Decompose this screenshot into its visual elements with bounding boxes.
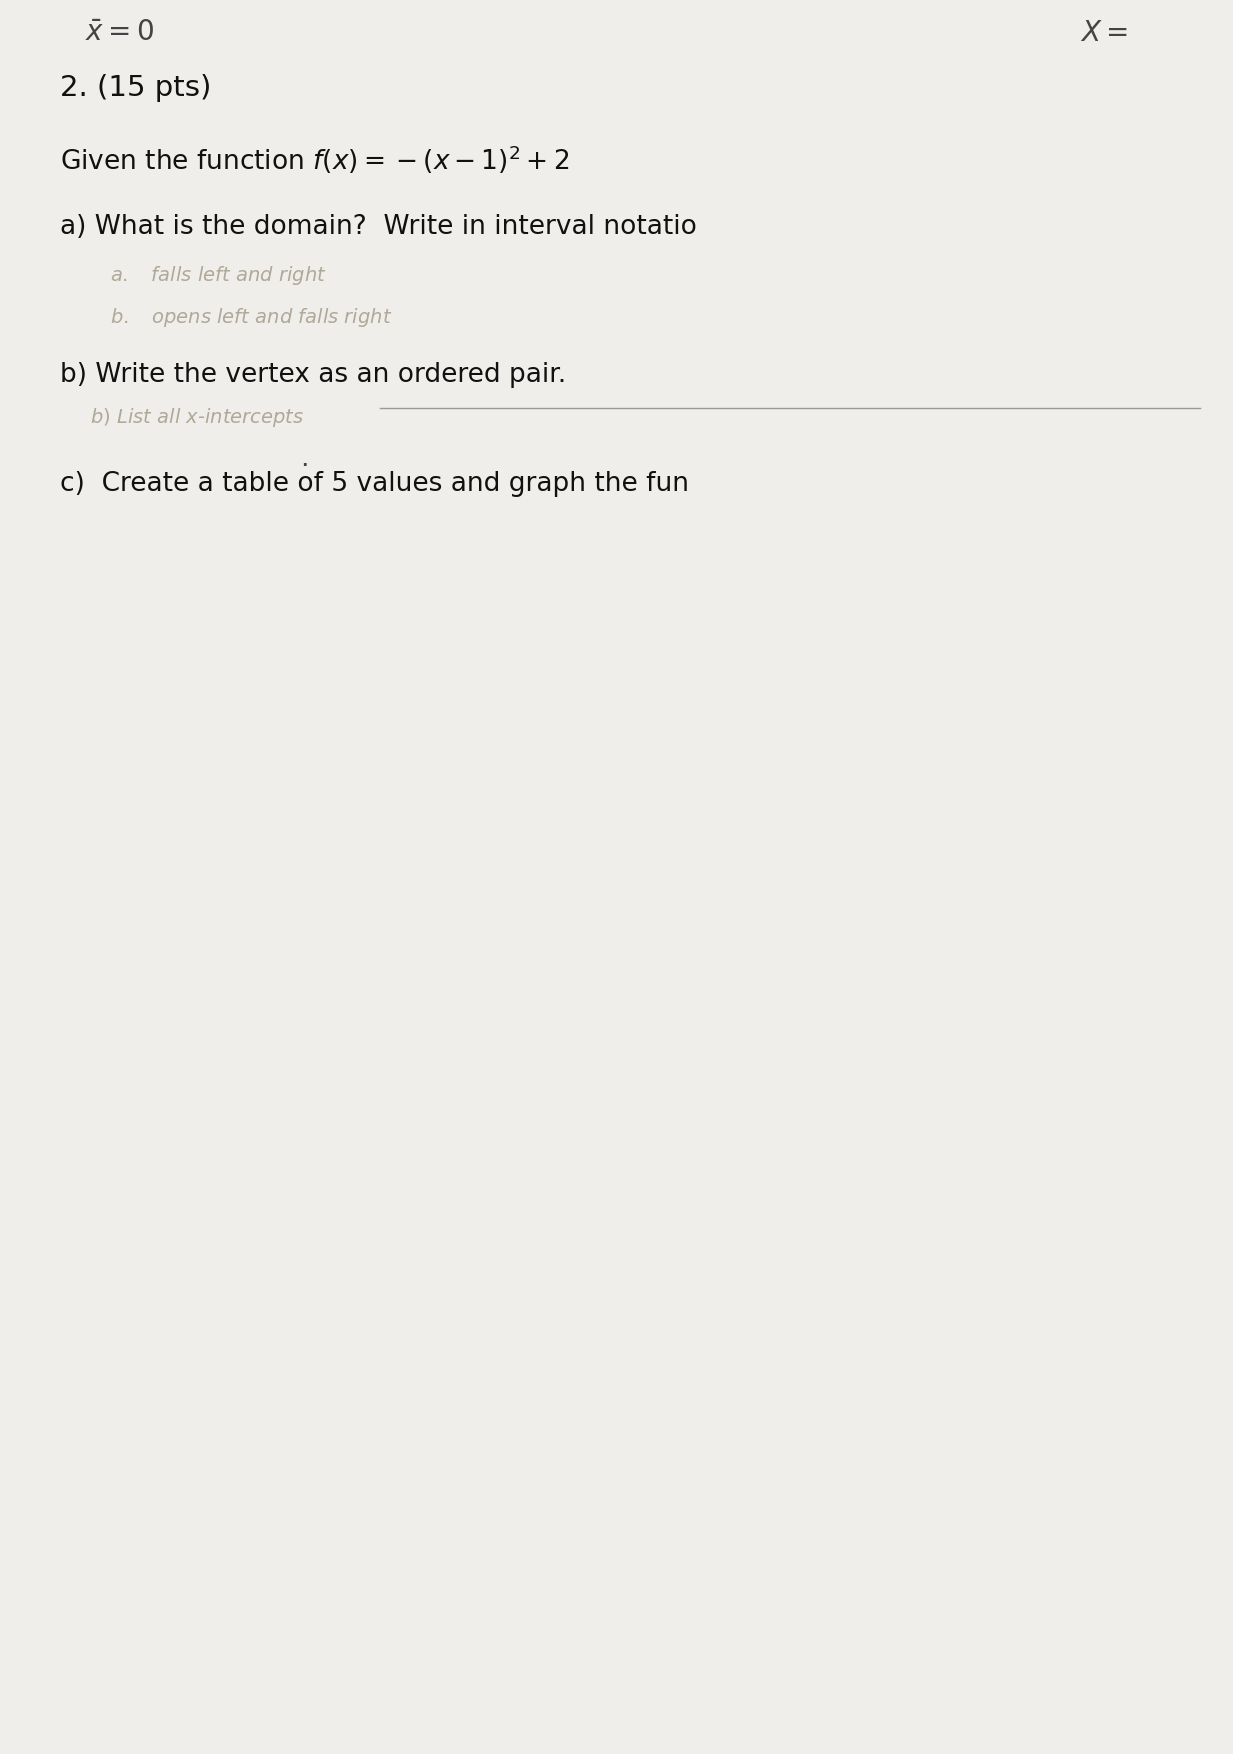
Text: -10: -10 xyxy=(0,1480,23,1500)
Text: -2: -2 xyxy=(937,1624,954,1642)
Text: $X =$: $X =$ xyxy=(1080,19,1128,47)
Text: 3: 3 xyxy=(1200,1480,1211,1500)
Text: -7: -7 xyxy=(276,1480,293,1500)
Text: 1: 1 xyxy=(937,1382,948,1400)
Text: 6: 6 xyxy=(937,979,948,996)
Text: -9: -9 xyxy=(92,1480,110,1500)
Text: 3: 3 xyxy=(937,1221,948,1238)
Text: $\mathit{a.\quad falls\ left\ and\ right}$: $\mathit{a.\quad falls\ left\ and\ right… xyxy=(110,265,327,288)
Text: -1: -1 xyxy=(937,1544,954,1561)
Text: 1: 1 xyxy=(1016,1480,1027,1500)
Text: $\mathit{b)\ List\ all\ x\text{-}intercepts}$: $\mathit{b)\ List\ all\ x\text{-}interce… xyxy=(90,405,305,430)
Text: 8: 8 xyxy=(937,817,948,835)
Text: -5: -5 xyxy=(460,1480,478,1500)
Text: -6: -6 xyxy=(369,1480,386,1500)
Text: b) Write the vertex as an ordered pair.: b) Write the vertex as an ordered pair. xyxy=(60,361,566,388)
Text: 2: 2 xyxy=(937,1301,948,1319)
Text: Given the function $f(x) = -(x-1)^2 + 2$: Given the function $f(x) = -(x-1)^2 + 2$ xyxy=(60,144,570,177)
Text: 9: 9 xyxy=(937,737,948,754)
Text: -4: -4 xyxy=(552,1480,570,1500)
Text: 4: 4 xyxy=(937,1140,948,1158)
Text: -3: -3 xyxy=(645,1480,662,1500)
Text: $\bar{x} = 0$: $\bar{x} = 0$ xyxy=(85,19,154,47)
Text: a) What is the domain?  Write in interval notatio: a) What is the domain? Write in interval… xyxy=(60,214,697,240)
Text: 7: 7 xyxy=(937,898,948,916)
Text: .: . xyxy=(300,446,308,472)
Text: -1: -1 xyxy=(829,1480,846,1500)
Text: 2. (15 pts): 2. (15 pts) xyxy=(60,74,211,102)
Text: c)  Create a table of 5 values and graph the fun: c) Create a table of 5 values and graph … xyxy=(60,472,689,496)
Text: $\mathit{b.\quad opens\ left\ and\ falls\ right}$: $\mathit{b.\quad opens\ left\ and\ falls… xyxy=(110,305,392,330)
Text: -2: -2 xyxy=(736,1480,755,1500)
Text: -8: -8 xyxy=(185,1480,202,1500)
Text: 5: 5 xyxy=(937,1059,948,1077)
Text: 10: 10 xyxy=(937,656,959,674)
Text: 2: 2 xyxy=(1107,1480,1120,1500)
Text: -3: -3 xyxy=(937,1705,954,1722)
